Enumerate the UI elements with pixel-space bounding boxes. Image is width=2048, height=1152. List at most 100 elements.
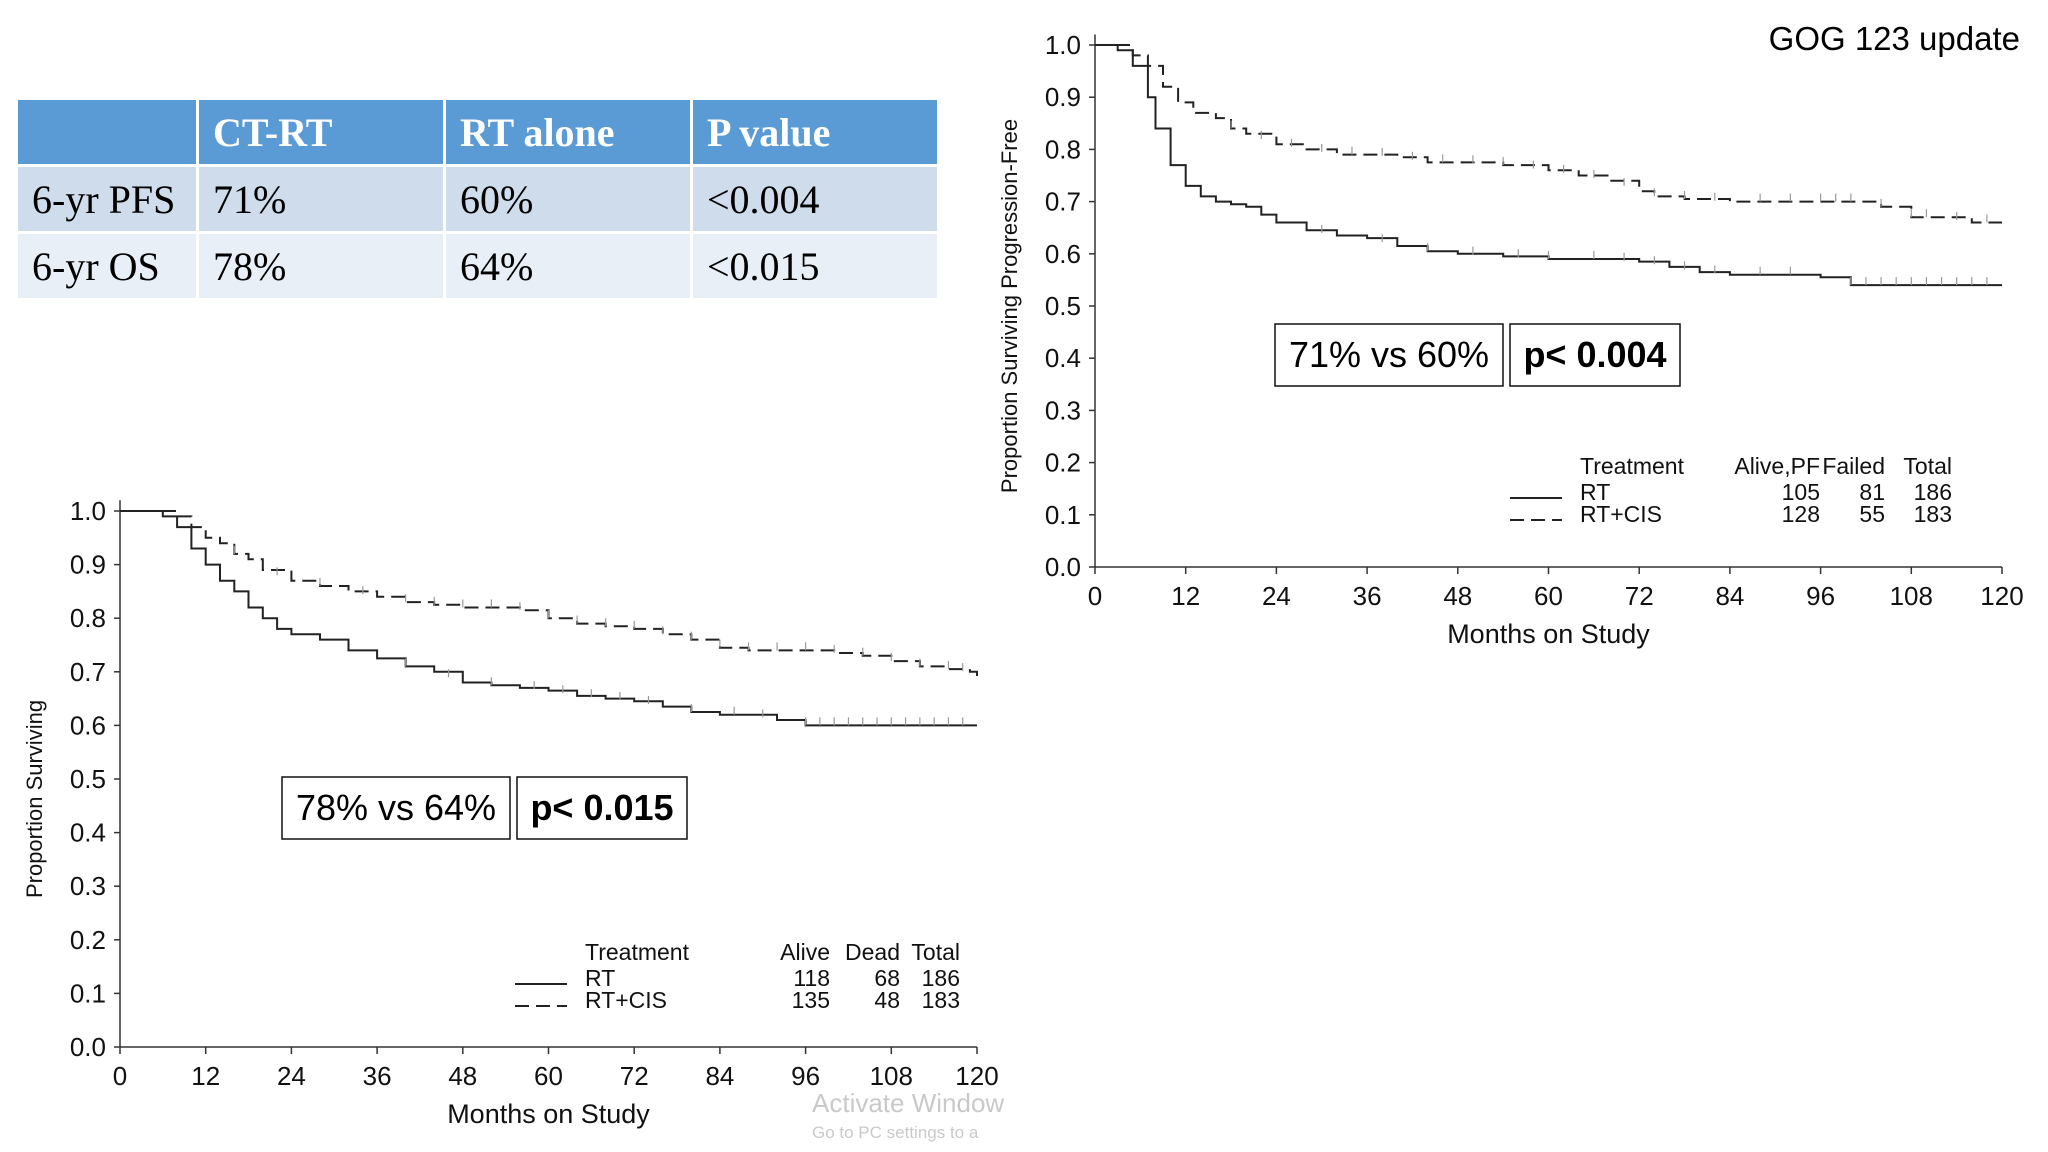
y-tick-label: 0.6: [70, 710, 106, 740]
legend-column-header: Alive: [780, 939, 830, 965]
x-tick-label: 36: [363, 1061, 392, 1091]
y-tick-label: 0.9: [1045, 82, 1081, 112]
table-row: 6-yr PFS 71% 60% <0.004: [18, 167, 940, 234]
slide-title: GOG 123 update: [1768, 20, 2020, 57]
x-axis-label: Months on Study: [1447, 619, 1650, 649]
x-tick-label: 60: [534, 1061, 563, 1091]
table-cell: 60%: [446, 167, 693, 234]
y-tick-label: 0.0: [70, 1032, 106, 1062]
y-tick-label: 0.5: [70, 764, 106, 794]
x-tick-label: 48: [448, 1061, 477, 1091]
watermark-subtitle: Go to PC settings to a: [812, 1123, 979, 1142]
table-header-cell: RT alone: [446, 100, 693, 167]
summary-table: CT-RT RT alone P value 6-yr PFS 71% 60% …: [18, 100, 940, 301]
legend-series-name: RT+CIS: [585, 987, 667, 1013]
annotation-box: [281, 776, 511, 840]
table-header-row: CT-RT RT alone P value: [18, 100, 940, 167]
x-tick-label: 0: [1088, 581, 1102, 611]
y-tick-label: 0.4: [70, 818, 106, 848]
legend-series-name: RT: [585, 965, 615, 991]
y-tick-label: 0.1: [70, 978, 106, 1008]
table-header-cell: CT-RT: [199, 100, 446, 167]
legend-value: 118: [793, 965, 830, 991]
annotation-label: 78% vs 64%: [296, 787, 496, 828]
activate-windows-watermark: Activate Window Go to PC settings to a: [812, 1088, 1004, 1143]
x-tick-label: 24: [277, 1061, 306, 1091]
table-cell: <0.015: [693, 234, 940, 301]
annotation-box: [1509, 323, 1681, 387]
legend-column-header: Total: [911, 939, 960, 965]
x-tick-label: 12: [191, 1061, 220, 1091]
x-tick-label: 96: [791, 1061, 820, 1091]
legend-value: 48: [874, 987, 900, 1013]
x-tick-label: 84: [1715, 581, 1744, 611]
x-tick-label: 0: [113, 1061, 127, 1091]
table-row: 6-yr OS 78% 64% <0.015: [18, 234, 940, 301]
x-tick-label: 48: [1443, 581, 1472, 611]
table-cell: 71%: [199, 167, 446, 234]
y-tick-label: 0.8: [1045, 134, 1081, 164]
pfs-chart: 0.0 0.1 0.2 0.3 0.4 0.5 0.6 0.7 0.8 0.9 1.0 0 12 24 36…: [997, 30, 2024, 649]
x-tick-label: 36: [1353, 581, 1382, 611]
table-cell: <0.004: [693, 167, 940, 234]
x-tick-label: 108: [1890, 581, 1933, 611]
y-axis-label: Proportion Surviving Progression-Free: [997, 119, 1022, 493]
series-line-rt-cis: [1095, 44, 2002, 224]
table-cell: 6-yr OS: [18, 234, 199, 301]
legend-value: 183: [1914, 501, 1952, 527]
legend-value: 105: [1782, 479, 1820, 505]
table-header-cell: P value: [693, 100, 940, 167]
legend-value: 128: [1782, 501, 1820, 527]
legend-value: 186: [1914, 479, 1952, 505]
legend-heading: Treatment: [1580, 453, 1685, 479]
table-cell: 6-yr PFS: [18, 167, 199, 234]
watermark-title: Activate Window: [812, 1088, 1005, 1118]
y-tick-label: 0.4: [1045, 343, 1081, 373]
legend-column-header: Failed: [1822, 453, 1885, 479]
y-tick-label: 0.6: [1045, 239, 1081, 269]
y-tick-label: 0.8: [70, 603, 106, 633]
x-tick-label: 108: [870, 1061, 913, 1091]
series-line-rt: [1095, 44, 2002, 287]
annotation-label: p< 0.004: [1523, 334, 1666, 375]
legend-value: 81: [1859, 479, 1885, 505]
x-tick-label: 120: [1980, 581, 2023, 611]
os-chart: 0.0 0.1 0.2 0.3 0.4 0.5 0.6 0.7 0.8 0.9 1.0 0 12 24 36…: [22, 496, 999, 1129]
annotation-label: p< 0.015: [530, 787, 673, 828]
y-axis-label: Proportion Surviving: [22, 700, 47, 898]
y-tick-label: 0.7: [70, 657, 106, 687]
table-cell: 78%: [199, 234, 446, 301]
y-tick-label: 1.0: [70, 496, 106, 526]
legend-value: 55: [1859, 501, 1885, 527]
x-tick-label: 84: [705, 1061, 734, 1091]
y-tick-label: 0.1: [1045, 500, 1081, 530]
y-tick-label: 0.9: [70, 550, 106, 580]
y-tick-label: 1.0: [1045, 30, 1081, 60]
legend-heading: Treatment: [585, 939, 690, 965]
legend-column-header: Total: [1903, 453, 1952, 479]
y-tick-label: 0.2: [70, 925, 106, 955]
legend-value: 135: [792, 987, 830, 1013]
y-tick-label: 0.3: [70, 871, 106, 901]
y-tick-label: 0.0: [1045, 552, 1081, 582]
legend-value: 183: [922, 987, 960, 1013]
x-tick-label: 72: [620, 1061, 649, 1091]
legend-column-header: Dead: [845, 939, 900, 965]
legend-value: 68: [874, 965, 900, 991]
annotation-label: 71% vs 60%: [1289, 334, 1489, 375]
x-tick-label: 60: [1534, 581, 1563, 611]
x-tick-label: 120: [955, 1061, 998, 1091]
series-line-rt: [120, 510, 977, 727]
legend-series-name: RT: [1580, 479, 1610, 505]
x-tick-label: 96: [1806, 581, 1835, 611]
y-tick-label: 0.2: [1045, 448, 1081, 478]
table-header-cell: [18, 100, 199, 167]
x-tick-label: 12: [1171, 581, 1200, 611]
x-axis-label: Months on Study: [447, 1099, 650, 1129]
annotation-box: [516, 776, 688, 840]
x-tick-label: 72: [1625, 581, 1654, 611]
y-tick-label: 0.3: [1045, 395, 1081, 425]
annotation-box: [1274, 323, 1504, 387]
legend-series-name: RT+CIS: [1580, 501, 1662, 527]
y-tick-label: 0.5: [1045, 291, 1081, 321]
